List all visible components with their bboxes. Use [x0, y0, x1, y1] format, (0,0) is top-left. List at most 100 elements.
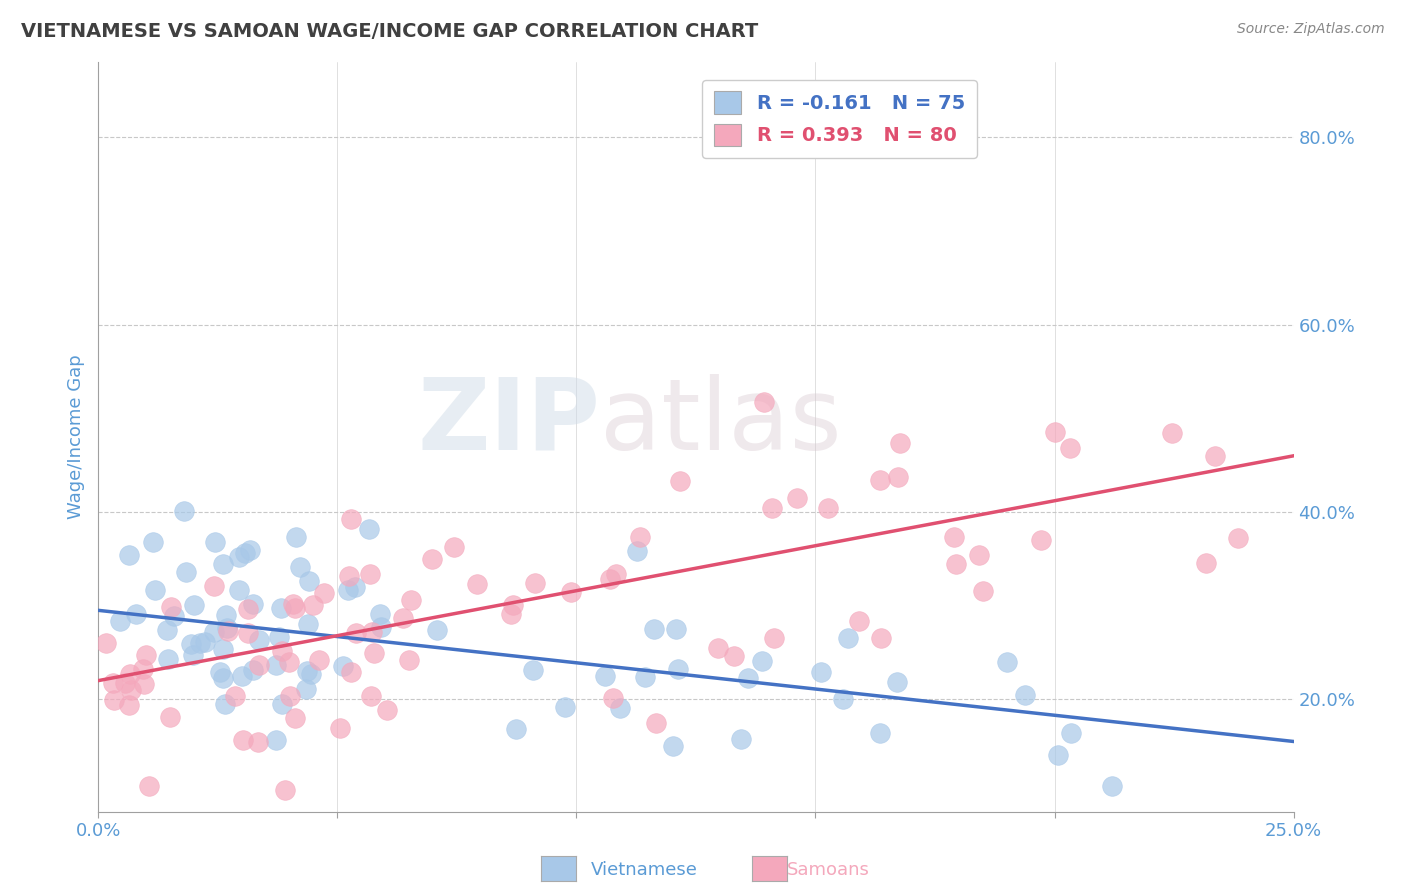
- Point: [233, 546, 256, 560]
- Point: [299, 667, 322, 681]
- Point: [426, 624, 449, 638]
- Point: [278, 690, 301, 704]
- Point: [502, 598, 524, 612]
- Point: [329, 722, 352, 736]
- Point: [370, 620, 392, 634]
- Point: [761, 501, 783, 516]
- Point: [605, 566, 627, 581]
- Point: [392, 611, 415, 625]
- Point: [602, 690, 624, 705]
- Point: [1046, 747, 1069, 762]
- Point: [340, 665, 363, 679]
- Text: ZIP: ZIP: [418, 374, 600, 471]
- Point: [212, 671, 235, 685]
- Point: [297, 617, 319, 632]
- Point: [132, 677, 155, 691]
- Point: [332, 658, 354, 673]
- Point: [505, 722, 527, 736]
- Point: [312, 586, 335, 600]
- Point: [360, 690, 382, 704]
- Point: [236, 625, 259, 640]
- Point: [281, 597, 304, 611]
- Point: [132, 662, 155, 676]
- Point: [593, 669, 616, 683]
- Point: [160, 600, 183, 615]
- Point: [363, 646, 385, 660]
- Point: [108, 614, 131, 628]
- Point: [645, 715, 668, 730]
- Point: [666, 662, 689, 676]
- Point: [972, 584, 994, 599]
- Point: [336, 582, 359, 597]
- Point: [120, 666, 142, 681]
- Point: [271, 644, 294, 658]
- Point: [1045, 425, 1067, 439]
- Point: [103, 693, 125, 707]
- Point: [308, 653, 330, 667]
- Point: [995, 655, 1018, 669]
- Point: [231, 669, 253, 683]
- Point: [945, 557, 967, 571]
- Point: [599, 572, 621, 586]
- Point: [522, 663, 544, 677]
- Point: [143, 583, 166, 598]
- Point: [173, 504, 195, 518]
- Point: [204, 534, 226, 549]
- Point: [662, 739, 685, 754]
- Point: [156, 652, 179, 666]
- Point: [298, 574, 321, 589]
- Point: [368, 607, 391, 622]
- Point: [1059, 441, 1081, 455]
- Point: [202, 579, 225, 593]
- Text: atlas: atlas: [600, 374, 842, 471]
- Point: [302, 598, 325, 612]
- Point: [786, 491, 808, 505]
- Point: [398, 653, 420, 667]
- Point: [560, 584, 582, 599]
- Point: [285, 530, 308, 544]
- Point: [277, 655, 299, 669]
- Point: [751, 654, 773, 668]
- Point: [156, 623, 179, 637]
- Y-axis label: Wage/Income Gap: Wage/Income Gap: [66, 355, 84, 519]
- Point: [211, 557, 233, 571]
- Point: [209, 665, 232, 680]
- Point: [180, 638, 202, 652]
- Point: [762, 631, 785, 645]
- Point: [967, 548, 990, 562]
- Point: [706, 640, 728, 655]
- Point: [420, 552, 443, 566]
- Point: [239, 542, 262, 557]
- Point: [501, 607, 523, 621]
- Point: [1101, 779, 1123, 793]
- Point: [1204, 450, 1226, 464]
- Point: [554, 700, 576, 714]
- Point: [284, 601, 307, 615]
- Point: [247, 658, 270, 673]
- Point: [94, 636, 117, 650]
- Point: [269, 630, 291, 644]
- Point: [1227, 532, 1250, 546]
- Point: [664, 622, 686, 636]
- Point: [669, 474, 692, 488]
- Point: [523, 576, 546, 591]
- Point: [344, 580, 367, 594]
- Point: [810, 665, 832, 680]
- Point: [1029, 533, 1052, 547]
- Point: [643, 622, 665, 636]
- Point: [118, 698, 141, 712]
- Point: [232, 733, 254, 747]
- Point: [214, 697, 236, 711]
- Point: [869, 473, 891, 487]
- Point: [1194, 556, 1216, 570]
- Point: [399, 593, 422, 607]
- Point: [443, 540, 465, 554]
- Legend: R = -0.161   N = 75, R = 0.393   N = 80: R = -0.161 N = 75, R = 0.393 N = 80: [702, 79, 977, 158]
- Point: [837, 631, 859, 645]
- Point: [138, 779, 160, 793]
- Point: [183, 598, 205, 612]
- Point: [214, 608, 236, 623]
- Point: [943, 530, 966, 544]
- Point: [870, 632, 893, 646]
- Text: VIETNAMESE VS SAMOAN WAGE/INCOME GAP CORRELATION CHART: VIETNAMESE VS SAMOAN WAGE/INCOME GAP COR…: [21, 22, 758, 41]
